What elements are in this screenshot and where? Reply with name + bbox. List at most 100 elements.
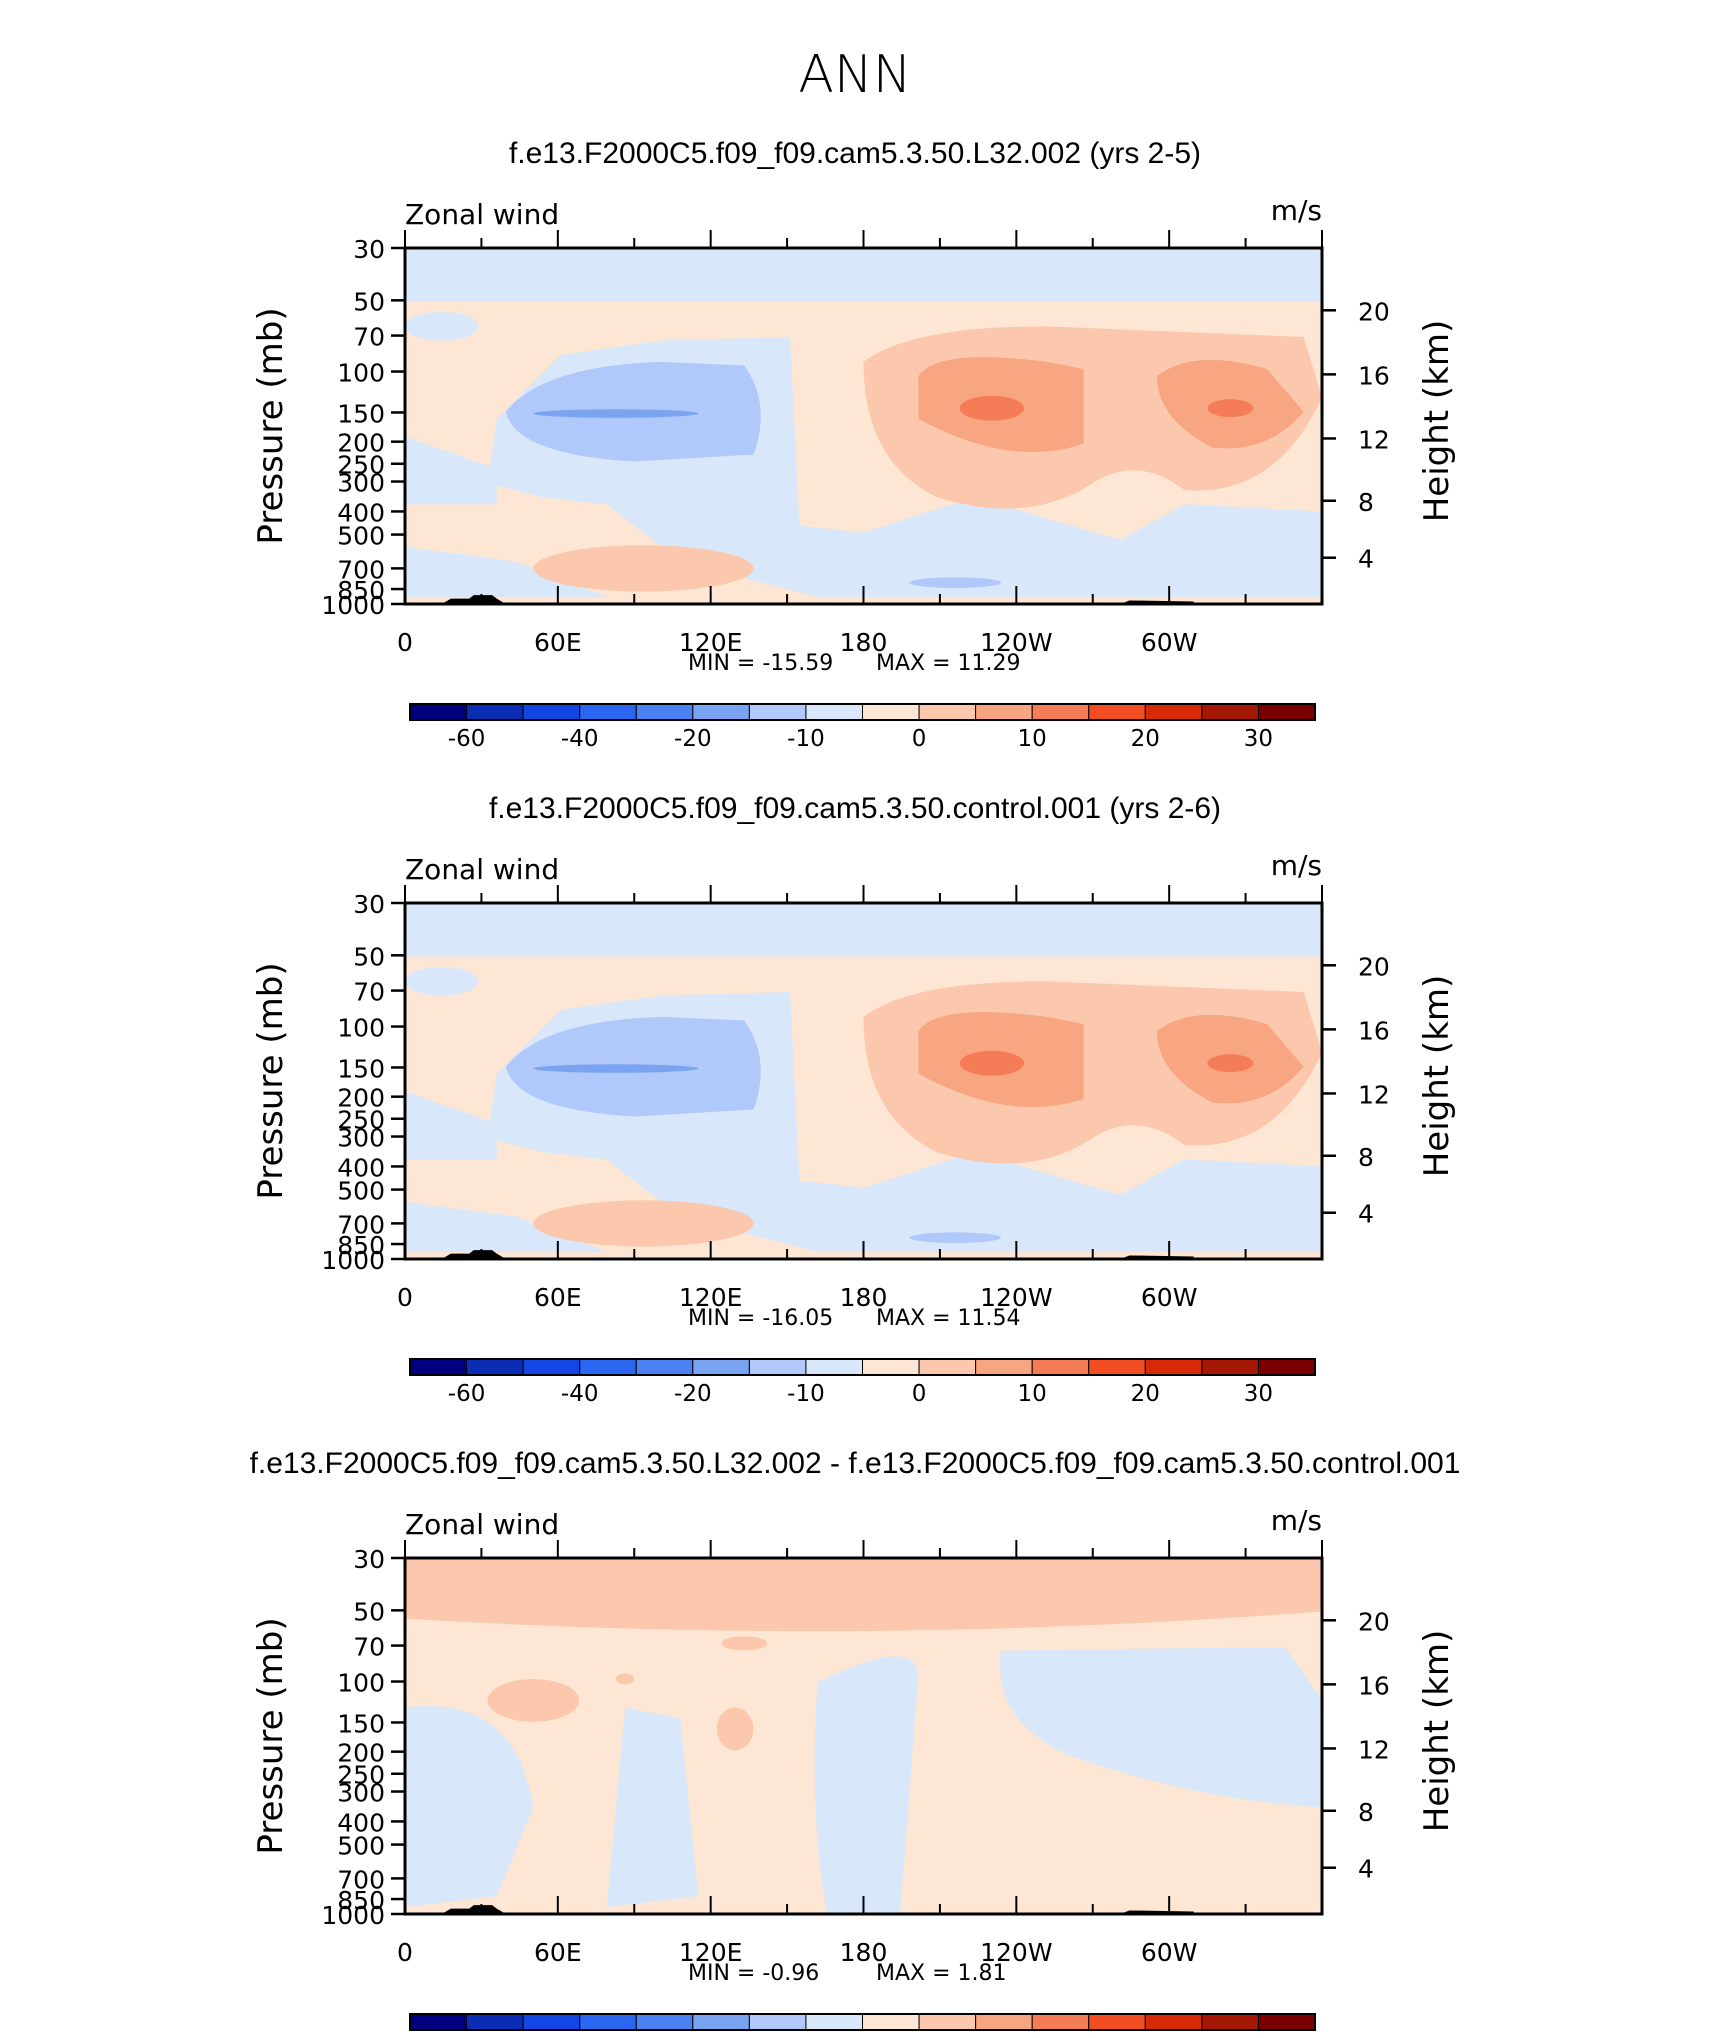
figure-title: ANN	[798, 45, 911, 105]
colorbar-swatch	[579, 1358, 637, 1376]
colorbar-swatch	[1031, 703, 1090, 721]
contour-region	[606, 1707, 699, 1907]
colorbar-frame	[409, 703, 1316, 721]
colorbar-swatch	[1257, 1358, 1316, 1376]
colorbar-label: 20	[1131, 1381, 1160, 1407]
colorbar-swatch	[748, 703, 807, 721]
x-tick-label: 60E	[534, 1283, 582, 1312]
colorbar-label: -40	[561, 726, 599, 752]
panel-1: f.e13.F2000C5.f09_f09.cam5.3.50.L32.002 …	[251, 137, 1457, 752]
colorbar-swatch	[522, 2013, 581, 2031]
colorbar-swatch	[635, 703, 694, 721]
contour-region	[814, 1656, 919, 1914]
colorbar-label: 3	[968, 2036, 983, 2038]
y-tick-label: 300	[337, 1124, 385, 1153]
height-tick-label: 20	[1358, 952, 1390, 981]
x-tick-label: 60W	[1141, 628, 1198, 657]
colorbar-label: 1	[912, 2036, 927, 2038]
x-tick-label: 120E	[679, 1938, 743, 1967]
contour-field	[405, 1558, 1322, 1914]
y-tick-label: 850	[337, 576, 385, 605]
contour-region	[1207, 1054, 1254, 1073]
colorbar-swatch	[522, 1358, 581, 1376]
height-tick-label: 12	[1358, 425, 1390, 454]
height-axis-label: Height (km)	[1417, 320, 1457, 523]
panel-title: f.e13.F2000C5.f09_f09.cam5.3.50.control.…	[489, 792, 1221, 825]
contour-region	[909, 577, 1002, 588]
y-tick-label: 50	[353, 942, 385, 971]
colorbar-swatch	[918, 2013, 977, 2031]
y-tick-label: 30	[353, 1545, 385, 1574]
colorbar-swatch	[862, 2013, 920, 2031]
contour-region	[405, 436, 497, 505]
y-tick-label: 1000	[321, 591, 385, 620]
colorbar-swatch	[748, 2013, 807, 2031]
colorbar-swatch	[805, 703, 863, 721]
contour-region	[533, 1200, 754, 1247]
y-tick-label: 500	[337, 1832, 385, 1861]
y-tick-label: 70	[353, 978, 385, 1007]
colorbar-swatch	[409, 1358, 468, 1376]
colorbar-label: -20	[674, 1381, 712, 1407]
colorbar-label: 6	[1025, 2036, 1040, 2038]
max-label: MAX = 11.29	[876, 651, 1021, 676]
y-tick-label: 30	[353, 890, 385, 919]
contour-region	[716, 1707, 754, 1751]
y-tick-label: 70	[353, 1633, 385, 1662]
y-tick-label: 1000	[321, 1246, 385, 1275]
y-axis-label: Pressure (mb)	[251, 1617, 291, 1854]
height-tick-label: 16	[1358, 361, 1390, 390]
contour-region	[533, 1064, 699, 1073]
colorbar-label: -60	[448, 726, 486, 752]
colorbar-swatch	[579, 2013, 637, 2031]
height-tick-label: 16	[1358, 1016, 1390, 1045]
contour-region	[959, 395, 1024, 421]
height-tick-label: 8	[1358, 1798, 1374, 1827]
y-tick-label: 500	[337, 522, 385, 551]
height-tick-label: 4	[1358, 1200, 1374, 1229]
min-label: MIN = -0.96	[688, 1961, 819, 1986]
contour-region	[1207, 399, 1254, 418]
y-tick-label: 300	[337, 469, 385, 498]
y-tick-label: 70	[353, 323, 385, 352]
y-tick-label: 1000	[321, 1901, 385, 1930]
topography	[441, 595, 506, 604]
y-tick-label: 400	[337, 1153, 385, 1182]
colorbar-label: 10	[1018, 726, 1047, 752]
y-tick-label: 400	[337, 1808, 385, 1837]
colorbar-label: 12	[1131, 2036, 1160, 2038]
colorbar-swatch	[1088, 1358, 1146, 1376]
x-tick-label: 120W	[980, 628, 1052, 657]
panel-3: f.e13.F2000C5.f09_f09.cam5.3.50.L32.002 …	[250, 1447, 1461, 2038]
colorbar-label: 9	[1081, 2036, 1096, 2038]
contour-region	[405, 967, 479, 996]
colorbar-swatch	[579, 703, 637, 721]
contour-region	[959, 1050, 1024, 1076]
y-tick-label: 50	[353, 287, 385, 316]
y-tick-label: 850	[337, 1886, 385, 1915]
height-tick-label: 12	[1358, 1735, 1390, 1764]
contour-region	[405, 1202, 607, 1252]
colorbar-swatch	[692, 1358, 750, 1376]
panels: f.e13.F2000C5.f09_f09.cam5.3.50.L32.002 …	[250, 137, 1461, 2038]
y-tick-label: 250	[337, 1106, 385, 1135]
y-tick-label: 500	[337, 1177, 385, 1206]
y-tick-label: 150	[337, 1054, 385, 1083]
y-tick-label: 50	[353, 1597, 385, 1626]
colorbar-label: -40	[561, 1381, 599, 1407]
x-tick-label: 0	[397, 1283, 413, 1312]
y-axis-label: Pressure (mb)	[251, 307, 291, 544]
height-tick-label: 20	[1358, 297, 1390, 326]
y-tick-label: 200	[337, 1739, 385, 1768]
contour-region	[405, 1558, 1322, 1632]
colorbar-swatch	[1257, 703, 1316, 721]
contour-region	[909, 1232, 1002, 1243]
colorbar-label: -18	[448, 2036, 486, 2038]
y-axis-label: Pressure (mb)	[251, 962, 291, 1199]
colorbar-swatch	[522, 703, 581, 721]
colorbar-swatch	[635, 1358, 694, 1376]
x-tick-label: 120E	[679, 1283, 743, 1312]
contour-region	[405, 903, 1322, 957]
colorbar-label: -12	[561, 2036, 599, 2038]
